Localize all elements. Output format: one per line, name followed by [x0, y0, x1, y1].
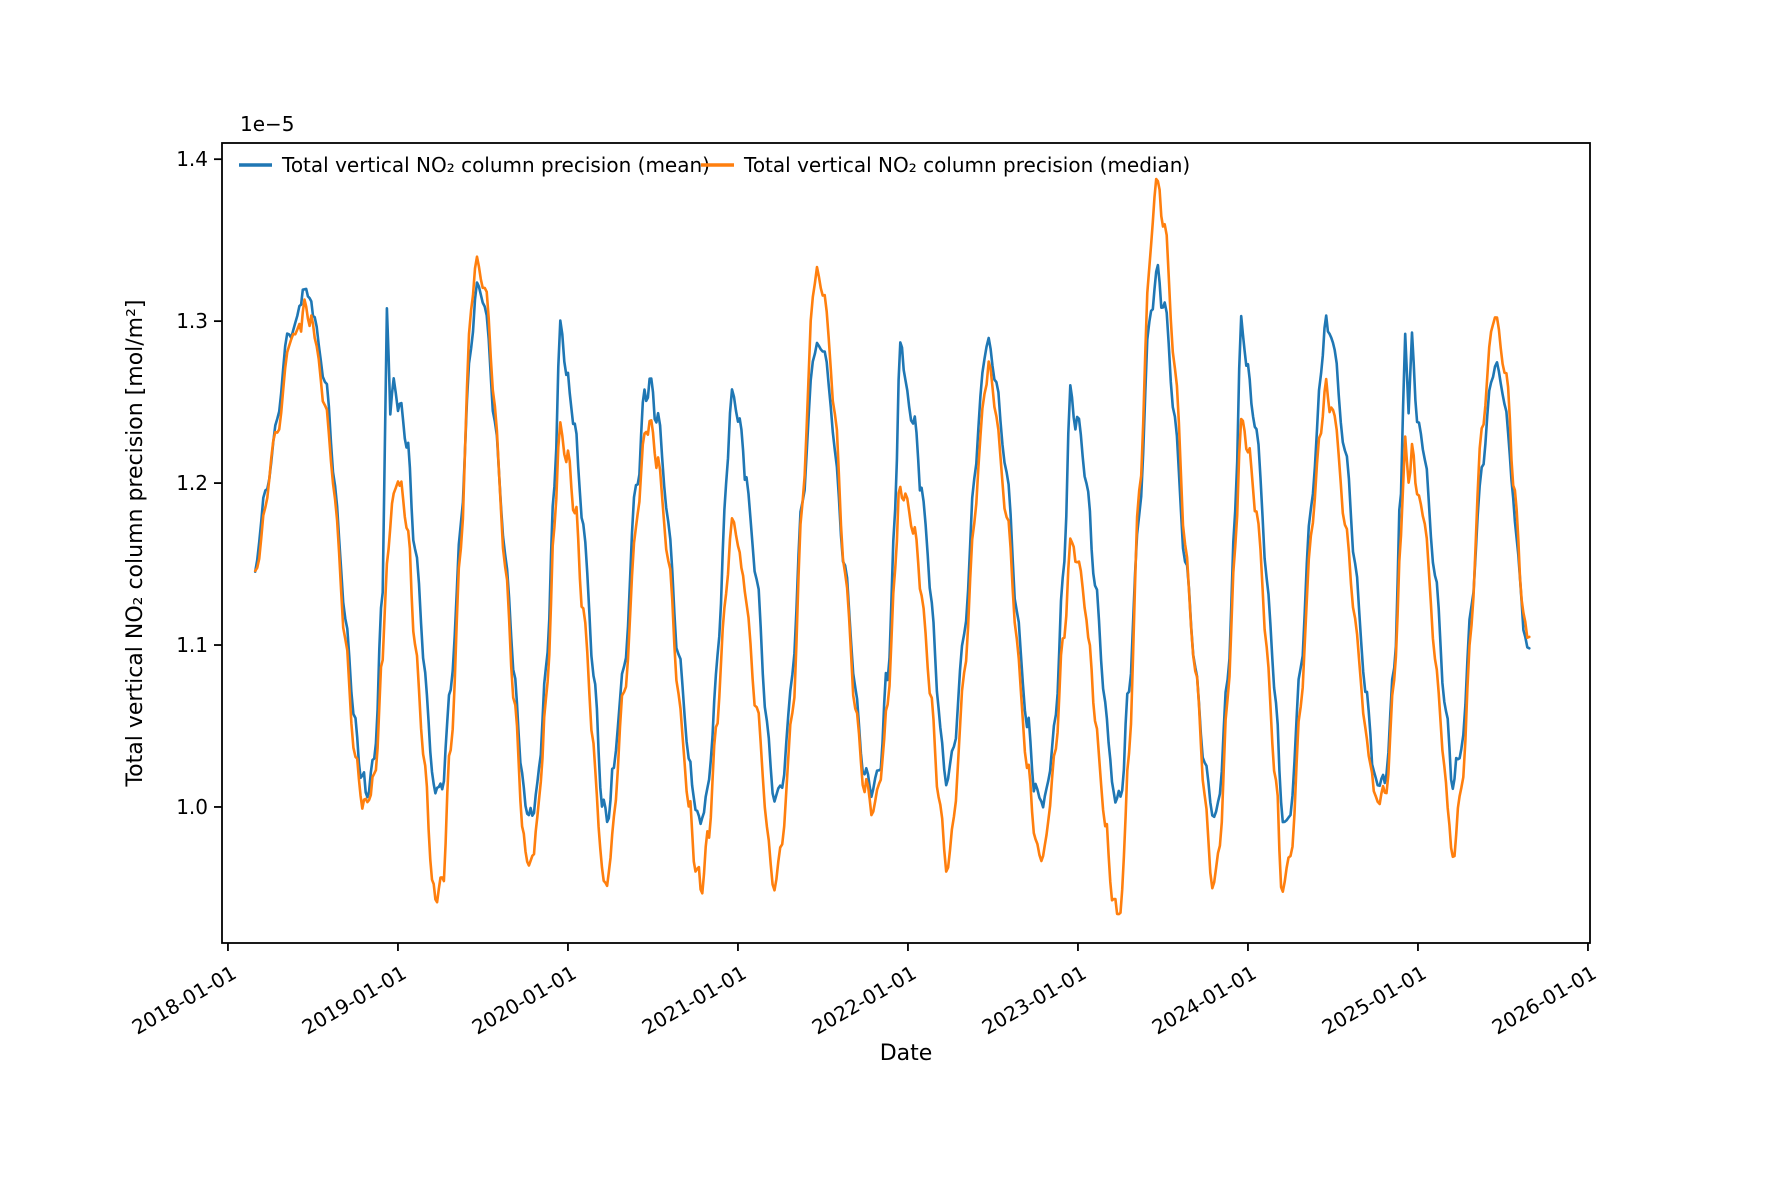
legend-entry-median: Total vertical NO₂ column precision (med…	[701, 153, 1190, 177]
y-tick-label: 1.1	[176, 633, 208, 657]
y-tick-label: 1.4	[176, 147, 208, 171]
axes-spines	[221, 142, 1591, 944]
legend: Total vertical NO₂ column precision (mea…	[239, 153, 1190, 177]
y-tick-label: 1.0	[176, 795, 208, 819]
median-series-line	[253, 177, 1531, 916]
legend-entry-mean: Total vertical NO₂ column precision (mea…	[239, 153, 710, 177]
data-series-group	[253, 177, 1531, 916]
legend-label-mean: Total vertical NO₂ column precision (mea…	[281, 153, 710, 177]
y-axis-ticks: 1.0 1.1 1.2 1.3 1.4	[176, 147, 222, 819]
y-tick-label: 1.3	[176, 309, 208, 333]
legend-label-median: Total vertical NO₂ column precision (med…	[743, 153, 1190, 177]
x-axis-label: Date	[880, 1041, 933, 1066]
y-axis-offset-text: 1e−5	[240, 112, 295, 136]
y-axis-label: Total vertical NO₂ column precision [mol…	[123, 299, 148, 787]
y-tick-label: 1.2	[176, 471, 208, 495]
